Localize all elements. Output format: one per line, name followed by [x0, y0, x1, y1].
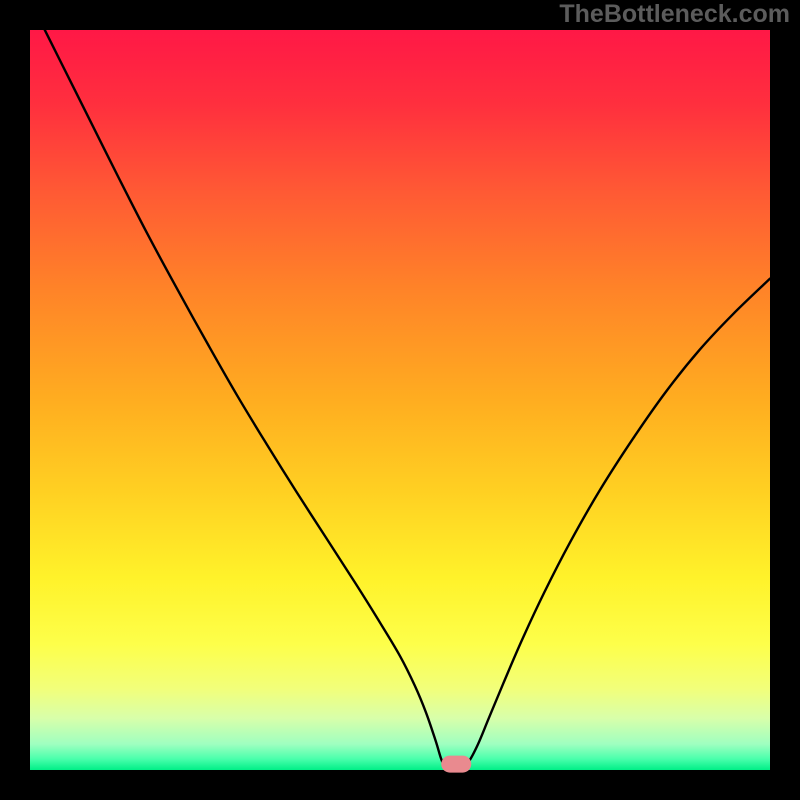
watermark-text: TheBottleneck.com: [559, 0, 790, 28]
chart-svg: TheBottleneck.com: [0, 0, 800, 800]
sweet-spot-marker: [441, 756, 471, 773]
chart-root: TheBottleneck.com: [0, 0, 800, 800]
